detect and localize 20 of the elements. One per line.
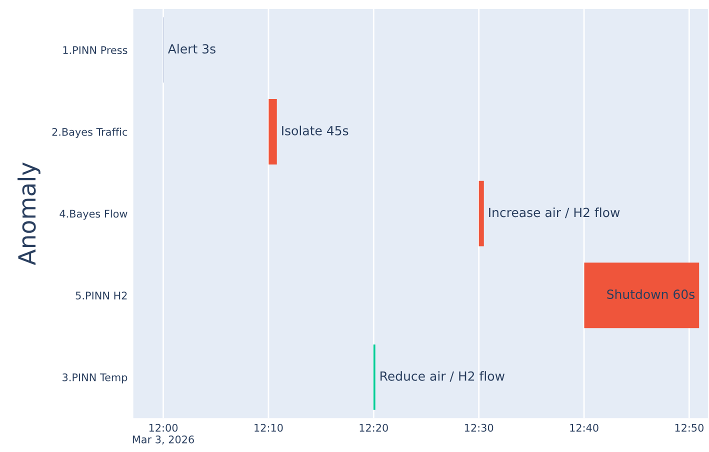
- bar: [268, 99, 277, 164]
- x-tick-label: 12:00 Mar 3, 2026: [132, 424, 194, 444]
- data-label: Alert 3s: [168, 44, 216, 54]
- y-tick-label: 2.Bayes Traffic: [52, 128, 128, 138]
- data-label: Isolate 45s: [282, 126, 348, 136]
- y-tick-label: 3.PINN Temp: [62, 373, 128, 384]
- bar: [584, 262, 700, 328]
- y-tick-label: 4.Bayes Flow: [60, 210, 128, 220]
- x-tick-label: 12:10: [254, 424, 283, 432]
- data-label: Reduce air / H2 flow: [380, 371, 504, 382]
- data-label: Shutdown 60s: [607, 289, 695, 300]
- data-label: Increase air / H2 flow: [489, 208, 620, 218]
- bar: [478, 180, 484, 246]
- y-axis-title: Anomaly: [18, 162, 40, 266]
- x-tick-label: 12:40: [570, 424, 598, 432]
- y-tick-label: 1.PINN Press: [63, 46, 128, 54]
- x-tick-label: 12:30: [464, 424, 494, 432]
- x-tick-label: 12:50: [675, 424, 704, 432]
- x-tick-label: 12:20: [360, 424, 388, 432]
- y-tick-label: 5.PINN H2: [76, 292, 127, 300]
